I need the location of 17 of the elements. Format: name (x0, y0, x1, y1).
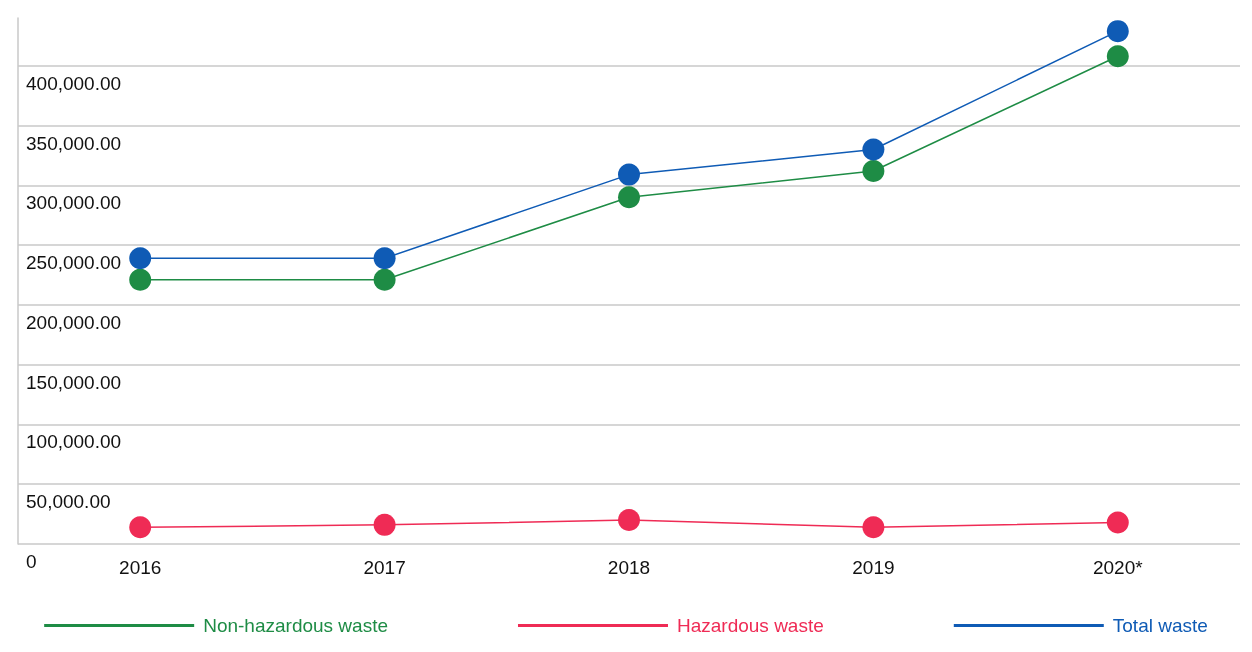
x-tick-label: 2018 (607, 557, 651, 578)
y-tick-label: 50,000.00 (26, 491, 111, 513)
y-tick-label: 200,000.00 (26, 311, 122, 333)
text: Total waste (1112, 615, 1208, 636)
x-tick-label: 2020* (1092, 557, 1144, 578)
text: Hazardous waste (676, 615, 824, 636)
x-tick-label: 2017 (363, 557, 406, 578)
x-tick-label: 2019 (852, 557, 895, 578)
text: Non-hazardous waste (203, 615, 388, 636)
y-tick-label: 400,000.00 (26, 72, 122, 94)
x-tick-label: 2016 (119, 557, 162, 578)
y-tick-label: 250,000.00 (26, 252, 122, 274)
y-tick-label: 150,000.00 (26, 371, 122, 393)
y-tick-label: 0 (26, 551, 37, 572)
y-tick-label: 300,000.00 (26, 192, 122, 214)
y-tick-label: 100,000.00 (26, 431, 122, 453)
y-tick-label: 350,000.00 (26, 132, 122, 154)
